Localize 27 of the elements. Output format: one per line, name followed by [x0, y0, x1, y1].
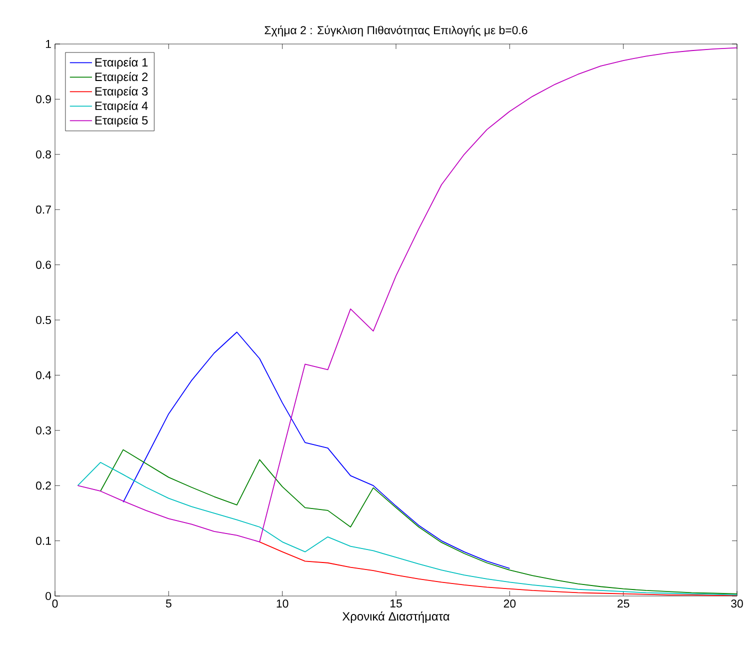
legend-label: Εταιρεία 2 [95, 72, 148, 84]
legend-label: Εταιρεία 4 [95, 100, 148, 112]
x-axis-title: Χρονικά Διαστήματα [342, 611, 450, 623]
y-tick-label: 0.1 [36, 536, 51, 545]
y-tick-label: 0.8 [36, 150, 51, 158]
y-tick-label: 0.4 [36, 371, 52, 380]
y-tick-label: 0.3 [36, 426, 51, 434]
x-tick-label: 5 [166, 600, 172, 608]
legend-label: Εταιρεία 3 [95, 86, 148, 98]
line-series [77, 47, 738, 542]
x-tick-label: 10 [276, 600, 288, 608]
y-tick-label: 1 [46, 40, 51, 48]
y-tick-label: 0 [46, 592, 52, 600]
y-tick-label: 0.5 [36, 316, 51, 324]
y-tick-label: 0.2 [36, 482, 51, 490]
x-tick-label: 20 [504, 600, 516, 608]
legend-label: Εταιρεία 5 [95, 115, 148, 127]
x-tick-label: 30 [731, 600, 743, 608]
y-tick-label: 0.6 [36, 260, 51, 269]
y-tick-label: 0.7 [36, 206, 51, 214]
y-tick-label: 0.9 [36, 95, 51, 104]
x-tick-label: 15 [390, 600, 402, 608]
x-tick-label: 0 [52, 600, 58, 608]
legend-label: Εταιρεία 1 [95, 57, 148, 69]
chart-title: Σχήμα 2 : Σύγκλιση Πιθανότητας Επιλογής με b=0.6 [264, 26, 528, 36]
x-tick-label: 25 [618, 600, 630, 608]
line-series [122, 332, 510, 569]
